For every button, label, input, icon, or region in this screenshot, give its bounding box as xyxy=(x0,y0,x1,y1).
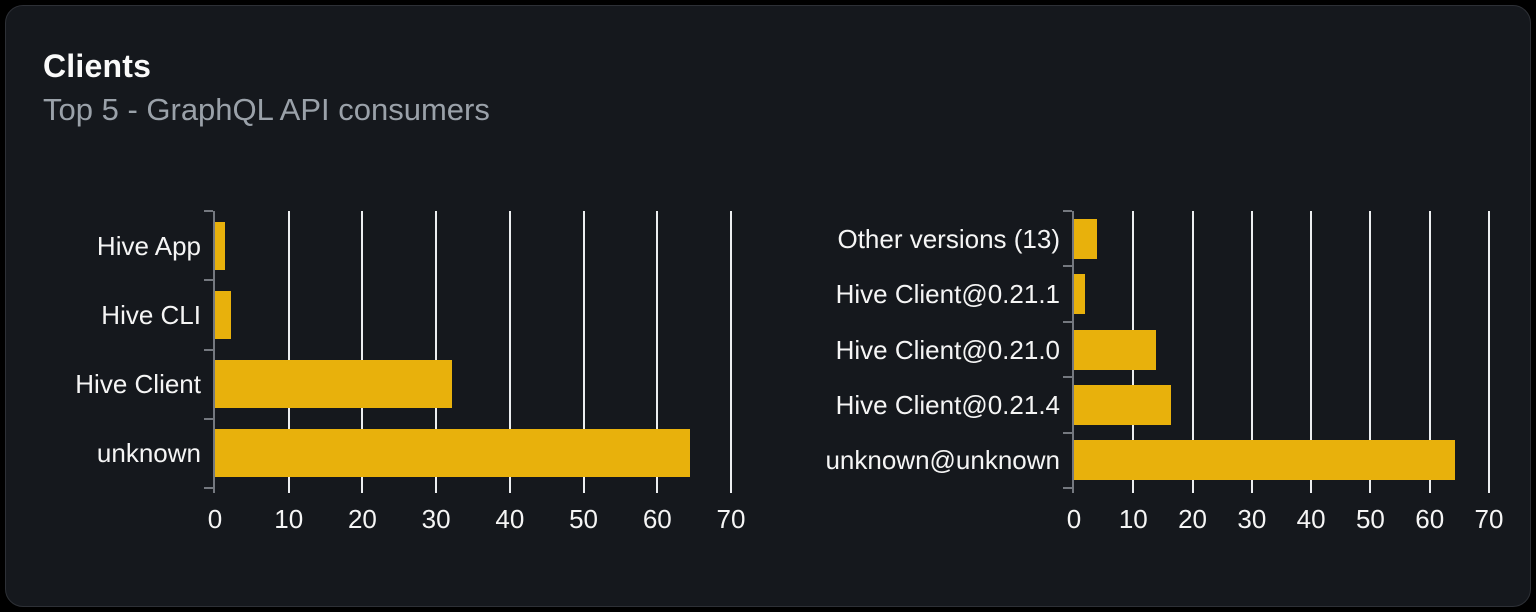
gridline-x-70 xyxy=(1488,211,1490,493)
y-axis-line xyxy=(213,211,215,493)
y-axis-tick xyxy=(1063,376,1072,379)
category-label: Hive CLI xyxy=(101,299,201,330)
gridline-x-60 xyxy=(656,211,659,493)
x-tick-label-60: 60 xyxy=(1415,504,1445,534)
y-axis-tick xyxy=(204,348,213,351)
y-axis-tick xyxy=(1063,210,1072,212)
gridline-x-60 xyxy=(1428,211,1431,493)
x-tick-label-70: 70 xyxy=(1474,504,1504,534)
gridline-x-20 xyxy=(1191,211,1194,493)
x-tick-label-30: 30 xyxy=(421,504,451,534)
bar-Hive Client@0.21.0[interactable] xyxy=(1074,329,1156,370)
gridline-x-10 xyxy=(287,211,290,493)
x-tick-label-0: 0 xyxy=(1066,504,1082,534)
category-label: Hive Client@0.21.0 xyxy=(835,334,1060,365)
y-axis-tick xyxy=(204,279,213,282)
gridline-x-30 xyxy=(1250,211,1253,493)
x-tick-label-10: 10 xyxy=(1118,504,1148,534)
y-axis-tick xyxy=(204,210,213,212)
bar-Hive CLI[interactable] xyxy=(215,290,232,339)
gridline-x-30 xyxy=(435,211,438,493)
y-axis-line xyxy=(1072,211,1074,493)
bar-Hive App[interactable] xyxy=(215,221,225,270)
category-label: Hive App xyxy=(96,230,201,261)
y-axis-tick xyxy=(204,487,213,489)
category-label: Hive Client@0.21.1 xyxy=(835,279,1060,310)
bar-Hive Client@0.21.4[interactable] xyxy=(1074,384,1172,425)
bar-unknown[interactable] xyxy=(215,429,690,478)
bar-unknown@unknown[interactable] xyxy=(1074,440,1455,481)
x-tick-label-30: 30 xyxy=(1237,504,1267,534)
bar-Hive Client[interactable] xyxy=(215,360,452,409)
x-tick-label-10: 10 xyxy=(274,504,304,534)
gridline-x-50 xyxy=(1369,211,1372,493)
y-axis-tick xyxy=(204,417,213,420)
gridline-x-40 xyxy=(1310,211,1313,493)
x-tick-label-40: 40 xyxy=(1296,504,1326,534)
x-tick-label-60: 60 xyxy=(642,504,672,534)
category-label: Hive Client xyxy=(75,369,201,400)
x-tick-label-20: 20 xyxy=(347,504,377,534)
y-axis-tick xyxy=(1063,431,1072,434)
y-axis-tick xyxy=(1063,487,1072,489)
x-tick-label-0: 0 xyxy=(207,504,223,534)
category-label: Other versions (13) xyxy=(837,223,1060,254)
panel-title: Clients xyxy=(43,48,152,84)
bar-Hive Client@0.21.1[interactable] xyxy=(1074,274,1085,315)
x-tick-label-70: 70 xyxy=(716,504,746,534)
gridline-x-40 xyxy=(508,211,511,493)
gridline-x-20 xyxy=(361,211,364,493)
gridline-x-50 xyxy=(582,211,585,493)
x-tick-label-40: 40 xyxy=(495,504,525,534)
category-label: unknown xyxy=(96,438,201,469)
clients-card xyxy=(5,5,1531,607)
category-label: Hive Client@0.21.4 xyxy=(835,389,1060,420)
x-tick-label-50: 50 xyxy=(1355,504,1385,534)
bar-Other versions (13)[interactable] xyxy=(1074,218,1098,259)
x-tick-label-50: 50 xyxy=(569,504,599,534)
x-tick-label-20: 20 xyxy=(1178,504,1208,534)
gridline-x-70 xyxy=(730,211,732,493)
y-axis-tick xyxy=(1063,320,1072,323)
y-axis-tick xyxy=(1063,265,1072,268)
category-label: unknown@unknown xyxy=(825,445,1060,476)
panel-subtitle: Top 5 - GraphQL API consumers xyxy=(43,92,490,127)
